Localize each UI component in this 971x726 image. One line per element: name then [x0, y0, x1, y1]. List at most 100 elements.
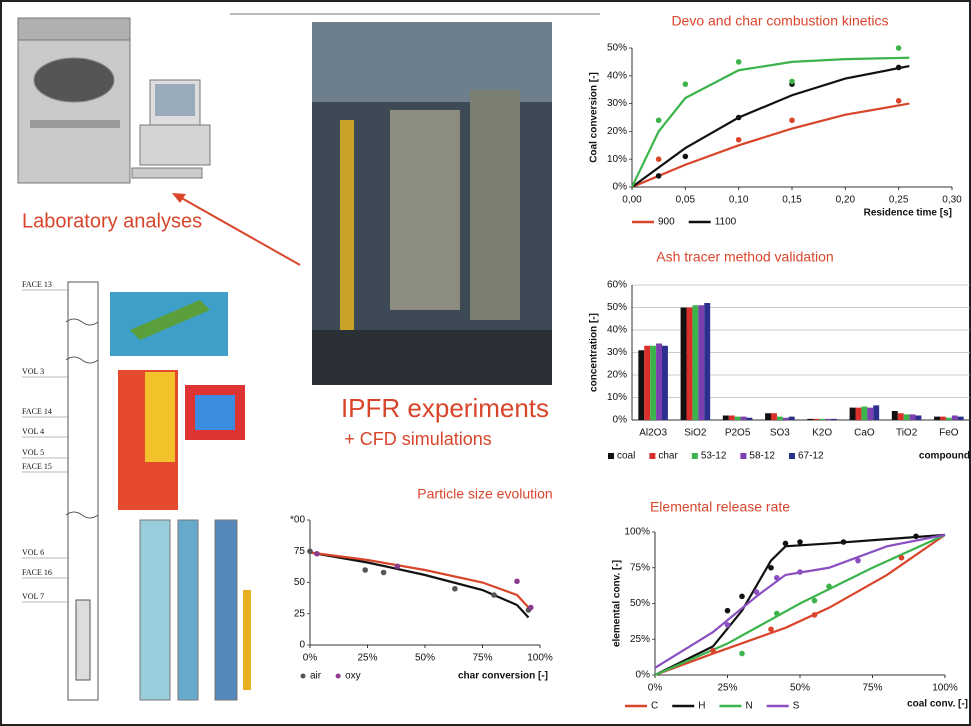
x-tick-label: 50%: [790, 683, 810, 694]
legend-swatch: [336, 674, 341, 679]
ipfr-photo: [312, 22, 552, 385]
legend-label: S: [793, 701, 800, 712]
bar: [698, 305, 704, 420]
bar: [638, 350, 644, 420]
point: [826, 584, 832, 590]
bar: [910, 414, 916, 420]
bar: [741, 417, 747, 420]
y-tick-label: *00: [290, 515, 305, 526]
x-tick-label: 0,30: [942, 195, 962, 206]
legend-swatch: [301, 674, 306, 679]
y-tick-label: 75%: [630, 562, 650, 573]
y-tick-label: 30%: [607, 347, 627, 358]
bar: [704, 303, 710, 420]
diagram-label: FACE 15: [22, 462, 52, 471]
bar: [856, 408, 862, 420]
x-axis-label: coal conv. [-]: [907, 699, 968, 710]
point: [896, 45, 902, 51]
bar: [729, 416, 735, 421]
bar: [723, 416, 729, 421]
point: [754, 589, 760, 595]
point: [491, 592, 497, 598]
chart-title: Particle size evolution: [417, 486, 552, 502]
bar: [783, 418, 789, 420]
legend-swatch: [789, 453, 795, 459]
y-axis-label: elemental conv. [-]: [612, 560, 623, 647]
x-tick-label: 50%: [415, 653, 435, 664]
point: [656, 156, 662, 162]
point: [736, 59, 742, 65]
bar: [789, 417, 795, 420]
point: [812, 612, 818, 618]
bar: [807, 419, 813, 420]
legend-label: H: [698, 701, 705, 712]
x-axis-label: compound: [919, 451, 970, 462]
diagram-label: VOL 5: [22, 448, 44, 457]
x-tick-label: TiO2: [896, 428, 918, 439]
point: [710, 648, 716, 654]
point: [452, 586, 458, 592]
bar: [746, 418, 752, 420]
bar: [644, 346, 650, 420]
legend-label: 900: [658, 217, 675, 228]
bar: [825, 419, 831, 420]
point: [812, 598, 818, 604]
legend-label: air: [310, 671, 322, 682]
y-tick-label: 30%: [607, 98, 627, 109]
legend-label: oxy: [345, 671, 361, 682]
y-tick-label: 0%: [636, 670, 651, 681]
y-tick-label: 40%: [607, 70, 627, 81]
y-tick-label: 25: [294, 608, 306, 619]
x-tick-label: 0,25: [889, 195, 909, 206]
bar: [831, 419, 837, 420]
x-tick-label: 75%: [472, 653, 492, 664]
y-axis-label: Coal conversion [-]: [589, 72, 600, 163]
bar: [867, 408, 873, 420]
point: [362, 567, 368, 573]
x-tick-label: CaO: [854, 428, 875, 439]
x-tick-label: 25%: [717, 683, 737, 694]
chart-title: Devo and char combustion kinetics: [671, 13, 888, 29]
bar: [904, 414, 910, 420]
bar: [873, 405, 879, 420]
x-tick-label: SO3: [770, 428, 790, 439]
diagram-label: FACE 13: [22, 280, 52, 289]
x-tick-label: Al2O3: [639, 428, 667, 439]
bar: [958, 417, 964, 420]
point: [736, 115, 742, 121]
bar: [940, 417, 946, 420]
x-tick-label: 0,15: [782, 195, 802, 206]
point: [725, 622, 731, 628]
bar: [861, 407, 867, 421]
point: [797, 539, 803, 545]
legend-label: 1100: [715, 217, 737, 228]
x-tick-label: 100%: [932, 683, 958, 694]
point: [896, 98, 902, 104]
point: [855, 558, 861, 564]
y-tick-label: 20%: [607, 126, 627, 137]
y-tick-label: 10%: [607, 154, 627, 165]
diagram-label: VOL 6: [22, 548, 44, 557]
point: [739, 651, 745, 657]
y-tick-label: 40%: [607, 325, 627, 336]
legend-label: coal: [617, 451, 635, 462]
diagram-label: FACE 16: [22, 568, 52, 577]
bar: [692, 305, 698, 420]
y-tick-label: 100%: [624, 527, 650, 538]
x-tick-label: 25%: [357, 653, 377, 664]
y-tick-label: 20%: [607, 370, 627, 381]
bar: [915, 416, 921, 421]
x-tick-label: 0,05: [676, 195, 696, 206]
point: [683, 81, 689, 87]
point: [789, 79, 795, 85]
x-tick-label: 75%: [862, 683, 882, 694]
x-tick-label: 0,10: [729, 195, 749, 206]
point: [789, 117, 795, 123]
legend-swatch: [740, 453, 746, 459]
y-tick-label: 25%: [630, 634, 650, 645]
diagram-label: FACE 14: [22, 407, 52, 416]
point: [913, 533, 919, 539]
legend-label: 58-12: [749, 451, 775, 462]
point: [774, 575, 780, 581]
point: [395, 563, 401, 569]
